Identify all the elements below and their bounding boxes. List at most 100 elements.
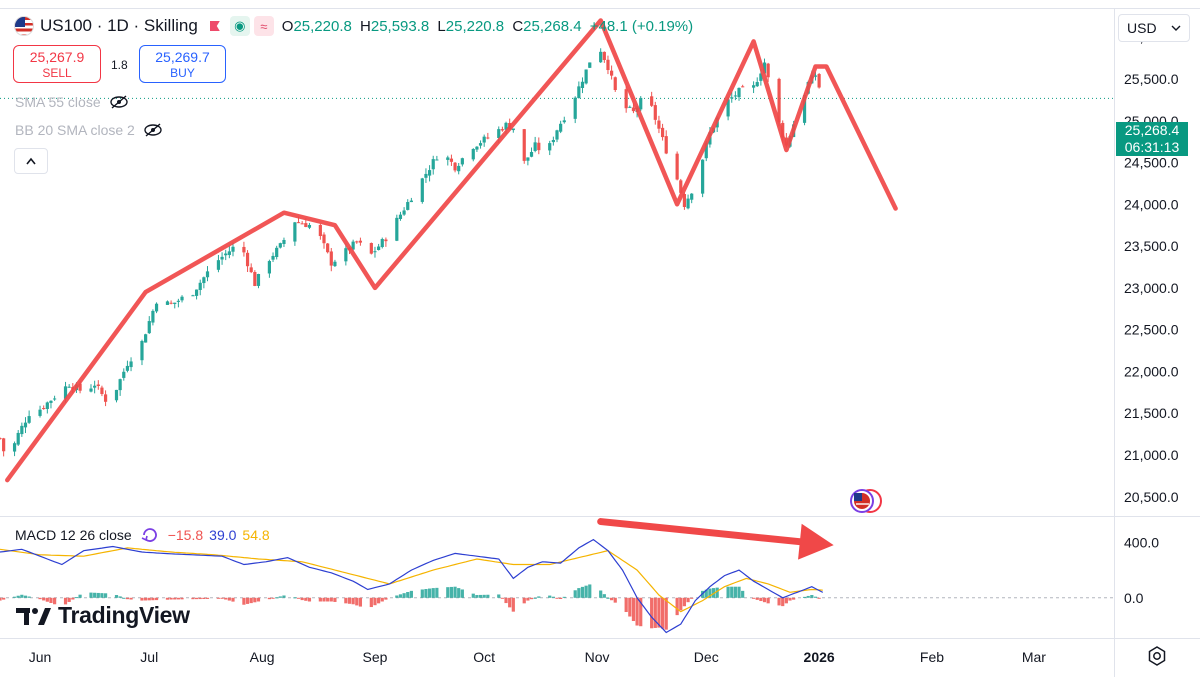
candle-body bbox=[817, 74, 821, 88]
candle-body bbox=[639, 97, 643, 110]
macd-hist-bar bbox=[457, 588, 461, 598]
macd-hist-bar bbox=[737, 586, 741, 598]
candle-body bbox=[529, 151, 534, 157]
macd-hist-bar bbox=[275, 597, 279, 599]
sell-button[interactable]: 25,267.9 SELL bbox=[13, 45, 101, 83]
price-tick-label: 21,000.0 bbox=[1124, 447, 1179, 463]
macd-hist-bar bbox=[529, 597, 534, 600]
bb-label: BB 20 SMA close 2 bbox=[15, 122, 135, 138]
eye-hidden-icon[interactable] bbox=[143, 123, 163, 137]
macd-hist-bar bbox=[278, 596, 282, 598]
candle-body bbox=[548, 143, 552, 151]
price-tick-label: 24,500.0 bbox=[1124, 155, 1179, 171]
macd-hist-bar bbox=[788, 597, 792, 601]
candle-body bbox=[686, 198, 690, 209]
macd-hist-bar bbox=[151, 597, 155, 601]
macd-hist-bar bbox=[326, 597, 330, 602]
eye-hidden-icon[interactable] bbox=[109, 95, 129, 109]
candle-body bbox=[191, 295, 195, 297]
candle-body bbox=[267, 261, 271, 274]
macd-hist-bar bbox=[2, 597, 6, 600]
time-tick-label: Sep bbox=[363, 649, 388, 665]
macd-hist-bar bbox=[293, 597, 297, 599]
macd-hist-bar bbox=[784, 597, 788, 604]
macd-hist-bar bbox=[730, 586, 734, 598]
currency-select[interactable]: USD bbox=[1118, 14, 1190, 42]
candle-body bbox=[169, 302, 173, 304]
candle-body bbox=[282, 239, 286, 244]
collapse-legend-button[interactable] bbox=[14, 148, 48, 174]
candle-body bbox=[482, 136, 486, 143]
macd-hist-bar bbox=[639, 597, 643, 627]
economic-event-flags[interactable] bbox=[847, 488, 889, 514]
candle-body bbox=[664, 136, 668, 154]
macd-hist-bar bbox=[173, 597, 177, 600]
candle-body bbox=[63, 386, 68, 399]
candle-body bbox=[653, 105, 657, 120]
macd-hist-bar bbox=[548, 595, 552, 598]
wave-icon[interactable]: ≈ bbox=[253, 16, 274, 36]
candle-body bbox=[431, 159, 435, 170]
candle-body bbox=[275, 247, 279, 258]
bb-indicator[interactable]: BB 20 SMA close 2 bbox=[15, 122, 163, 138]
candle-body bbox=[624, 89, 628, 109]
candle-body bbox=[500, 129, 504, 131]
market-status-icon[interactable] bbox=[209, 21, 220, 31]
candle-body bbox=[690, 193, 694, 200]
macd-hist-bar bbox=[613, 597, 617, 603]
visibility-icon[interactable]: ◉ bbox=[229, 16, 250, 36]
macd-hist-bar bbox=[704, 589, 708, 598]
candle-body bbox=[194, 289, 199, 296]
candle-body bbox=[125, 365, 130, 371]
macd-hist-bar bbox=[63, 597, 68, 605]
candle-body bbox=[526, 157, 530, 161]
macd-hist-bar bbox=[16, 595, 20, 598]
candle-body bbox=[351, 241, 355, 250]
price-tick-label: 23,500.0 bbox=[1124, 238, 1179, 254]
candle-body bbox=[511, 128, 515, 131]
symbol-title[interactable]: US100 · 1D · Skilling bbox=[40, 16, 198, 35]
macd-hist-bar bbox=[300, 597, 304, 601]
candle-body bbox=[631, 107, 636, 112]
candle-body bbox=[307, 224, 312, 228]
macd-hist-bar bbox=[762, 597, 767, 603]
macd-hist-bar bbox=[67, 597, 71, 602]
sma-indicator[interactable]: SMA 55 close bbox=[15, 94, 129, 110]
macd-signal-value: 54.8 bbox=[242, 527, 270, 543]
macd-hist-bar bbox=[584, 585, 588, 598]
macd-hist-bar bbox=[478, 594, 483, 598]
candle-body bbox=[45, 402, 49, 409]
macd-hist-bar bbox=[129, 597, 133, 600]
time-tick-label: Aug bbox=[250, 649, 275, 665]
macd-hist-bar bbox=[686, 597, 690, 603]
macd-hist-bar bbox=[580, 586, 585, 598]
down-arrow-head bbox=[798, 523, 834, 560]
settings-gear-icon[interactable] bbox=[1146, 645, 1168, 667]
macd-hist-bar bbox=[577, 588, 581, 598]
macd-legend[interactable]: MACD 12 26 close −15.8 39.0 54.8 bbox=[15, 526, 270, 544]
sell-label: SELL bbox=[42, 66, 72, 80]
candle-body bbox=[103, 394, 108, 402]
tradingview-logo[interactable]: TradingView bbox=[16, 602, 190, 629]
macd-hist-bar bbox=[89, 592, 93, 598]
candle-body bbox=[733, 95, 737, 97]
macd-hist-bar bbox=[176, 597, 180, 600]
candle-body bbox=[402, 210, 406, 215]
macd-hist-bar bbox=[384, 597, 388, 600]
candle-body bbox=[478, 143, 483, 146]
candle-body bbox=[93, 385, 97, 388]
macd-hist-bar bbox=[344, 597, 348, 604]
currency-label: USD bbox=[1127, 20, 1157, 36]
macd-hist-bar bbox=[369, 597, 373, 608]
buy-button[interactable]: 25,269.7 BUY bbox=[139, 45, 226, 83]
macd-hist-bar bbox=[449, 586, 454, 598]
refresh-icon[interactable] bbox=[140, 526, 160, 544]
candle-body bbox=[602, 51, 606, 60]
macd-hist-bar bbox=[755, 597, 759, 600]
down-arrow-shaft bbox=[597, 518, 804, 546]
change-value: +48.1 (+0.19%) bbox=[589, 17, 694, 35]
macd-hist-bar bbox=[475, 595, 479, 598]
time-tick-label: Dec bbox=[694, 649, 719, 665]
candle-body bbox=[12, 443, 17, 452]
